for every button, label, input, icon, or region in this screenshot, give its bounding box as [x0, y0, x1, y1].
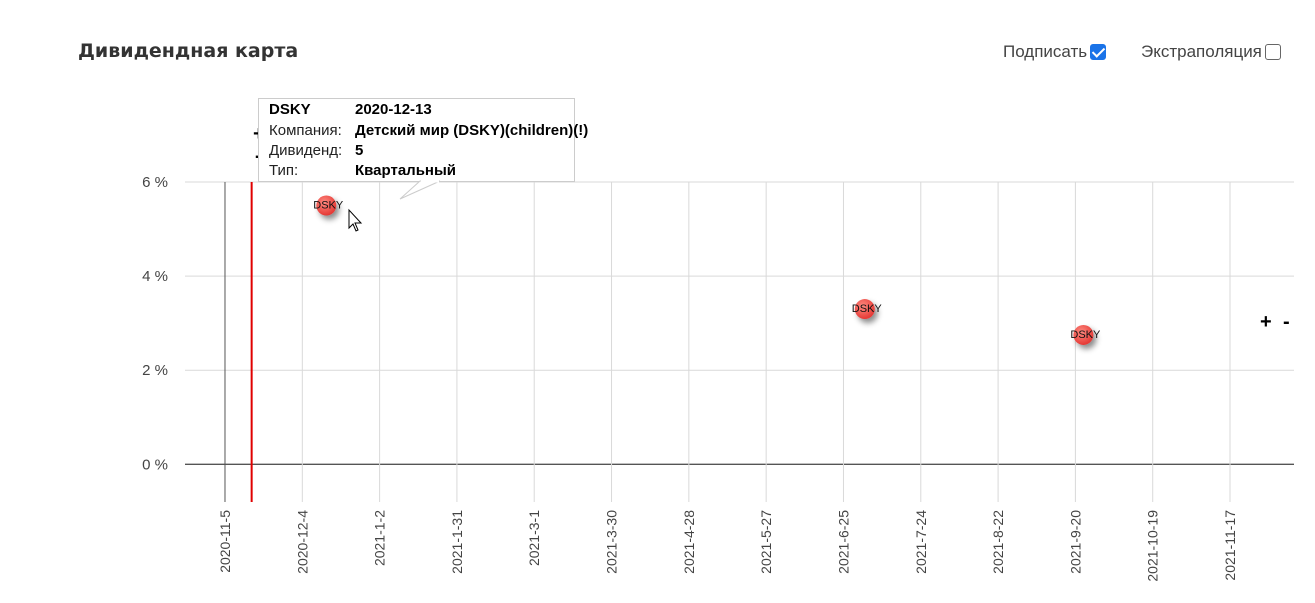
tooltip-key: Тип: [269, 162, 299, 179]
data-point-marker [854, 299, 875, 320]
data-point-marker [316, 195, 337, 216]
zoom-in-right-button[interactable]: + [1260, 311, 1272, 333]
tooltip-date: 2020-12-13 [355, 101, 432, 118]
data-point: DSKY [852, 299, 883, 320]
x-tick-label: 2021-9-20 [1067, 510, 1083, 574]
x-tick-label: 2020-12-4 [294, 510, 310, 574]
y-tick-label: 2 % [142, 362, 168, 379]
tooltip-row-dividend: Дивиденд: 5 [269, 142, 363, 159]
x-tick-label: 2021-3-1 [526, 510, 542, 566]
data-point-marker [1073, 324, 1094, 345]
tooltip-ticker: DSKY [269, 101, 311, 118]
data-point: DSKY [313, 195, 344, 216]
page-title: Дивидендная карта [78, 40, 299, 62]
data-point-label: DSKY [313, 200, 344, 212]
x-tick-label: 2021-8-22 [990, 510, 1006, 574]
data-point: DSKY [1070, 324, 1101, 345]
x-tick-label: 2021-3-30 [604, 510, 620, 574]
x-tick-label: 2021-1-2 [372, 510, 388, 566]
chart-grid [185, 181, 1294, 502]
label-toggle-checkbox[interactable] [1090, 44, 1107, 60]
tooltip-value: 5 [355, 142, 364, 159]
chart-axes: 0 % 2 % 4 % 6 % 2020-11-5 2020-12-4 2021-1-2 20… [142, 174, 1238, 582]
x-tick-label: 2021-6-25 [835, 510, 851, 574]
label-toggle[interactable]: Подписать [1003, 42, 1107, 62]
y-tick-label: 4 % [142, 268, 168, 285]
x-tick-label: 2021-7-24 [913, 510, 929, 574]
tooltip-key: Дивиденд: [269, 142, 343, 159]
point-tooltip: DSKY 2020-12-13 Компания: Детский мир (DSK… [258, 98, 588, 182]
tooltip-value: Детский мир (DSKY)(children)(!) [355, 122, 589, 139]
y-tick-label: 0 % [142, 456, 168, 473]
zoom-out-right-button[interactable]: - [1283, 311, 1290, 333]
x-tick-label: 2020-11-5 [217, 510, 233, 573]
extrapolation-toggle-checkbox[interactable] [1264, 44, 1281, 60]
label-toggle-text: Подписать [1003, 42, 1088, 61]
tooltip-key: Компания: [269, 122, 342, 139]
tooltip-value: Квартальный [355, 162, 457, 179]
data-point-label: DSKY [852, 303, 883, 315]
extrapolation-toggle-text: Экстраполяция [1141, 42, 1262, 61]
x-tick-label: 2021-5-27 [758, 510, 774, 574]
tooltip-header: DSKY 2020-12-13 [269, 101, 432, 118]
extrapolation-toggle[interactable]: Экстраполяция [1141, 42, 1281, 62]
data-point-label: DSKY [1070, 329, 1101, 341]
chart-points: DSKY DSKY DSKY [313, 195, 1101, 345]
tooltip-row-type: Тип: Квартальный [269, 162, 456, 179]
x-tick-label: 2021-4-28 [681, 510, 697, 574]
y-tick-label: 6 % [142, 174, 168, 191]
tooltip-row-company: Компания: Детский мир (DSKY)(children)(!) [269, 122, 588, 139]
x-tick-label: 2021-10-19 [1145, 510, 1161, 582]
x-tick-label: 2021-11-17 [1222, 510, 1238, 581]
x-tick-label: 2021-1-31 [449, 510, 465, 574]
